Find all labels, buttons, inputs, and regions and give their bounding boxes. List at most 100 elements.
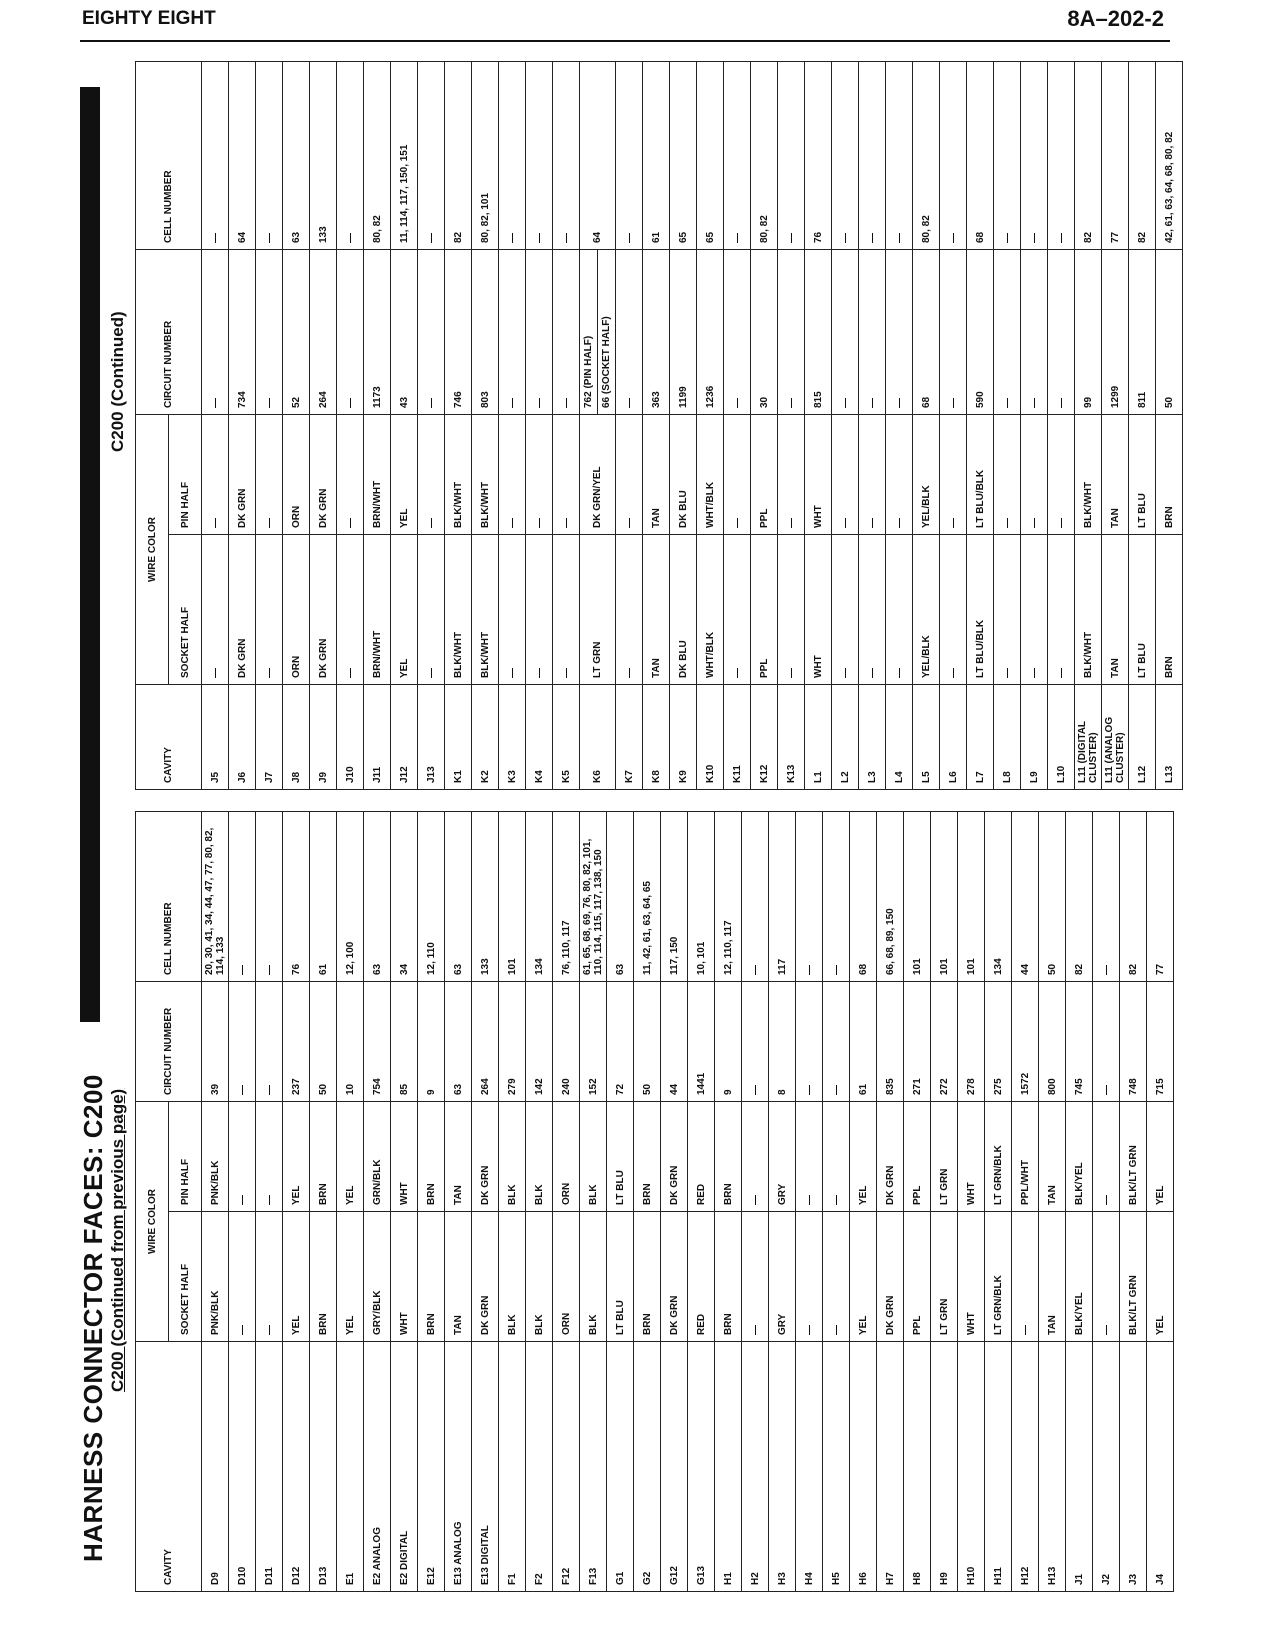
- table-cell: K10: [696, 684, 724, 790]
- table-cell: H1: [714, 1341, 742, 1592]
- table-row: G13 RED RED 1441 10, 101: [687, 811, 715, 1592]
- table-cell: —: [831, 249, 859, 415]
- table-cell: BRN: [417, 1211, 445, 1342]
- table-cell: 11, 114, 117, 150, 151: [390, 61, 418, 250]
- table-row: J13— — — —: [417, 61, 445, 790]
- table-cell: ORN: [552, 1101, 580, 1212]
- table-cell: —: [831, 534, 859, 685]
- table-cell: —: [615, 249, 643, 415]
- table-cell: 82: [1119, 811, 1147, 982]
- table-cell: BRN: [309, 1211, 337, 1342]
- table-cell: BRN: [417, 1101, 445, 1212]
- table-cell: 1299: [1101, 249, 1129, 415]
- table-cell: BRN: [1155, 414, 1183, 535]
- table-cell: 42, 61, 63, 64, 68, 80, 82: [1155, 61, 1183, 250]
- table-cell: L13: [1155, 684, 1183, 790]
- table-cell: WHT: [390, 1211, 418, 1342]
- table-row: H11 LT GRN/BLK LT GRN/BLK 275 134: [984, 811, 1012, 1592]
- table-cell: LT GRN: [930, 1211, 958, 1342]
- table-cell: 275: [984, 981, 1012, 1102]
- table-cell: 272: [930, 981, 958, 1102]
- table-cell: D9: [201, 1341, 229, 1592]
- table-cell: 1236: [696, 249, 724, 415]
- table-cell: —: [939, 414, 967, 535]
- table-cell: 142: [525, 981, 553, 1102]
- table-cell: 101: [498, 811, 526, 982]
- table-cell: —: [777, 61, 805, 250]
- table-cell: —: [939, 534, 967, 685]
- table-cell: WHT: [957, 1211, 985, 1342]
- table-cell: 61: [309, 811, 337, 982]
- table-row: K7— — — —: [615, 61, 643, 790]
- table-cell: 101: [930, 811, 958, 982]
- page-title: HARNESS CONNECTOR FACES: C200: [78, 1074, 108, 1562]
- table-cell: 80, 82: [363, 61, 391, 250]
- table-cell: DK GRN: [309, 534, 337, 685]
- table-cell: 746: [444, 249, 472, 415]
- table-cell: L9: [1020, 684, 1048, 790]
- table-cell: 63: [282, 61, 310, 250]
- table-cell: 68: [966, 61, 994, 250]
- table-cell: 65: [696, 61, 724, 250]
- table-cell: YEL: [849, 1101, 877, 1212]
- table-cell: —: [498, 414, 526, 535]
- table-cell: —: [615, 61, 643, 250]
- table-cell: —: [795, 981, 823, 1102]
- table-row: L13 BRN BRN 50 42, 61, 63, 64, 68, 80, 82: [1155, 61, 1183, 790]
- table-cell: —: [525, 61, 553, 250]
- table-cell: E13 ANALOG: [444, 1341, 472, 1592]
- table-cell: J11: [363, 684, 391, 790]
- table-row: H6 YEL YEL 61 68: [849, 811, 877, 1592]
- table-cell: DK GRN: [660, 1101, 688, 1212]
- table-cell: E2 DIGITAL: [390, 1341, 418, 1592]
- table-cell: J5: [201, 684, 229, 790]
- table-cell: J12: [390, 684, 418, 790]
- table-cell: D10: [228, 1341, 256, 1592]
- table-cell: —: [417, 534, 445, 685]
- table-row: L10— — — —: [1047, 61, 1075, 790]
- table-cell: —: [1020, 61, 1048, 250]
- table-cell: 11, 42, 61, 63, 64, 65: [633, 811, 661, 982]
- table-cell: WHT: [804, 534, 832, 685]
- table-row: K9 DK BLU DK BLU 1199 65: [669, 61, 697, 790]
- table-cell: DK BLU: [669, 534, 697, 685]
- table-cell: —: [1047, 61, 1075, 250]
- table-cell: —: [993, 61, 1021, 250]
- table-body: D9 PNK/BLK PNK/BLK 39 20, 30, 41, 34, 44, 47…: [201, 811, 1174, 1592]
- table-cell: G2: [633, 1341, 661, 1592]
- table-cell: 64: [579, 61, 616, 250]
- table-row: E13 DIGITAL DK GRN DK GRN 264 133: [471, 811, 499, 1592]
- table-cell: 1441: [687, 981, 715, 1102]
- table-cell: 279: [498, 981, 526, 1102]
- table-cell: —: [858, 61, 886, 250]
- table-cell: 264: [309, 249, 337, 415]
- rotated-content: HARNESS CONNECTOR FACES: C200 C200 (Cont…: [78, 57, 1196, 1602]
- table-cell: E12: [417, 1341, 445, 1592]
- table-cell: L6: [939, 684, 967, 790]
- table-cell: 64: [228, 61, 256, 250]
- table-cell: LT BLU: [606, 1101, 634, 1212]
- table-cell: 800: [1038, 981, 1066, 1102]
- table-cell: 10, 101: [687, 811, 715, 982]
- table-cell: —: [525, 414, 553, 535]
- table-cell: —: [822, 811, 850, 982]
- header-row: CAVITY WIRE COLOR CIRCUIT NUMBER CELL NUMBE…: [135, 811, 202, 1592]
- table-cell: —: [777, 414, 805, 535]
- header-left: EIGHTY EIGHT: [82, 8, 216, 29]
- table-row: L2— — — —: [831, 61, 859, 790]
- table-row: F1 BLK BLK 279 101: [498, 811, 526, 1592]
- table-cell: TAN: [444, 1101, 472, 1212]
- table-row: G12 DK GRN DK GRN 44 117, 150: [660, 811, 688, 1592]
- table-row: J4 YEL YEL 715 77: [1146, 811, 1174, 1592]
- table-cell: 39: [201, 981, 229, 1102]
- cell-part: 762 (PIN HALF): [580, 250, 598, 414]
- table-row: L5 YEL/BLK YEL/BLK 68 80, 82: [912, 61, 940, 790]
- table-cell: 754: [363, 981, 391, 1102]
- table-cell: 66, 68, 89, 150: [876, 811, 904, 982]
- table-cell: K1: [444, 684, 472, 790]
- table-cell: 240: [552, 981, 580, 1102]
- table-head: CAVITY WIRE COLOR CIRCUIT NUMBER CELL NUMBE…: [135, 811, 202, 1592]
- table-row: H3 GRY GRY 8 117: [768, 811, 796, 1592]
- table-caption: C200 (Continued): [108, 311, 127, 452]
